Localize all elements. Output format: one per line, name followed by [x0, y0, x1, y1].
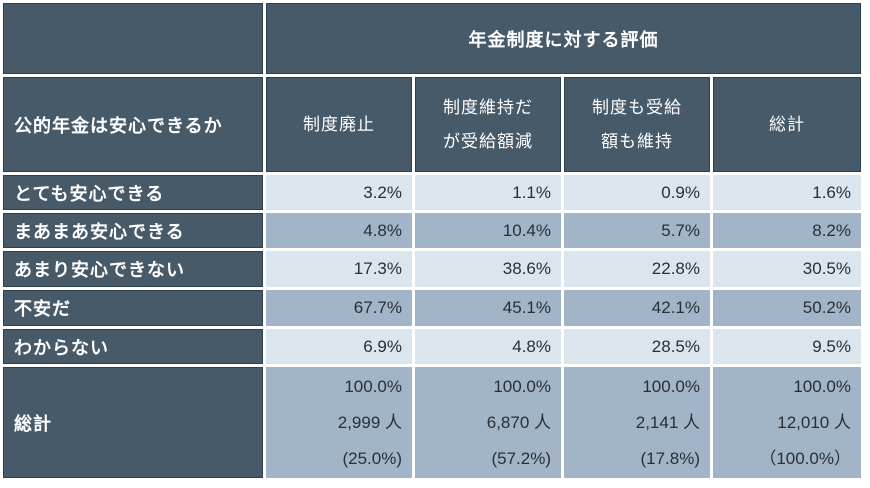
total-cell: 100.0% 2,141 人 (17.8%)	[564, 367, 710, 478]
table-row: とても安心できる 3.2% 1.1% 0.9% 1.6%	[3, 175, 861, 210]
row-label: まあまあ安心できる	[3, 213, 263, 248]
table-cell: 4.8%	[266, 213, 412, 248]
table-cell: 1.6%	[713, 175, 861, 210]
table-cell: 42.1%	[564, 290, 710, 326]
table-cell: 5.7%	[564, 213, 710, 248]
total-share: (57.2%)	[491, 448, 551, 468]
table-row: あまり安心できない 17.3% 38.6% 22.8% 30.5%	[3, 251, 861, 287]
corner-cell	[3, 3, 263, 74]
total-cell: 100.0% 6,870 人 (57.2%)	[415, 367, 561, 478]
table-row: まあまあ安心できる 4.8% 10.4% 5.7% 8.2%	[3, 213, 861, 248]
table-cell: 8.2%	[713, 213, 861, 248]
column-header-abolish: 制度廃止	[266, 77, 412, 172]
total-count: 12,010 人	[777, 412, 851, 432]
table-cell: 17.3%	[266, 251, 412, 287]
column-header-line1: 制度も受給	[592, 97, 682, 118]
total-row-label: 総計	[3, 367, 263, 478]
column-header-line1: 総計	[769, 114, 805, 135]
total-cell: 100.0% 2,999 人 (25.0%)	[266, 367, 412, 478]
table-cell: 9.5%	[713, 329, 861, 364]
total-share: （100.0%）	[759, 448, 851, 468]
total-count: 2,141 人	[635, 412, 700, 432]
total-count: 6,870 人	[486, 412, 551, 432]
column-header-maintain-reduce: 制度維持だ が受給額減	[415, 77, 561, 172]
total-share: (25.0%)	[342, 448, 402, 468]
total-pct: 100.0%	[642, 376, 700, 396]
column-header-line1: 制度維持だ	[443, 97, 533, 118]
column-header-total: 総計	[713, 77, 861, 172]
row-label: あまり安心できない	[3, 251, 263, 287]
table-cell: 67.7%	[266, 290, 412, 326]
total-count: 2,999 人	[337, 412, 402, 432]
row-label: とても安心できる	[3, 175, 263, 210]
table-cell: 3.2%	[266, 175, 412, 210]
group-header: 年金制度に対する評価	[266, 3, 861, 74]
table-cell: 50.2%	[713, 290, 861, 326]
row-label: 不安だ	[3, 290, 263, 326]
table-cell: 6.9%	[266, 329, 412, 364]
table-row: 不安だ 67.7% 45.1% 42.1% 50.2%	[3, 290, 861, 326]
table-cell: 45.1%	[415, 290, 561, 326]
total-pct: 100.0%	[493, 376, 551, 396]
table-cell: 28.5%	[564, 329, 710, 364]
row-header-title: 公的年金は安心できるか	[3, 77, 263, 172]
pension-evaluation-table: 年金制度に対する評価 公的年金は安心できるか 制度廃止 制度維持だ が受給額減 …	[3, 3, 861, 478]
total-share: (17.8%)	[640, 448, 700, 468]
column-header-maintain-all: 制度も受給 額も維持	[564, 77, 710, 172]
row-label: わからない	[3, 329, 263, 364]
table-cell: 0.9%	[564, 175, 710, 210]
total-pct: 100.0%	[793, 376, 851, 396]
table-row: わからない 6.9% 4.8% 28.5% 9.5%	[3, 329, 861, 364]
column-header-line2: 額も維持	[601, 131, 673, 152]
column-header-line1: 制度廃止	[303, 114, 375, 135]
table-cell: 4.8%	[415, 329, 561, 364]
total-row: 総計 100.0% 2,999 人 (25.0%) 100.0% 6,870 人…	[3, 367, 861, 478]
table-cell: 10.4%	[415, 213, 561, 248]
table-cell: 22.8%	[564, 251, 710, 287]
table-cell: 1.1%	[415, 175, 561, 210]
column-header-line2: が受給額減	[443, 131, 533, 152]
table-cell: 38.6%	[415, 251, 561, 287]
table-cell: 30.5%	[713, 251, 861, 287]
total-pct: 100.0%	[344, 376, 402, 396]
total-cell: 100.0% 12,010 人 （100.0%）	[713, 367, 861, 478]
